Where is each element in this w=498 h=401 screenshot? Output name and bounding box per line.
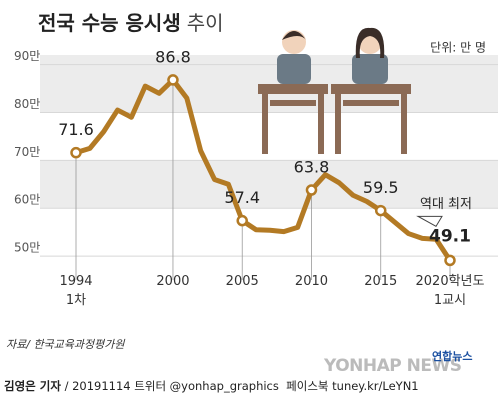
band [40, 55, 498, 65]
chart-title: 전국 수능 응시생 추이 [38, 11, 224, 35]
value-label: 57.4 [224, 188, 260, 207]
x-tick-label: 1994 1차 [59, 274, 93, 308]
byline: 김영은 기자 [4, 379, 61, 393]
band [40, 160, 498, 209]
value-label: 63.8 [294, 158, 330, 177]
y-tick-label: 70만 [14, 145, 40, 159]
point [374, 204, 387, 217]
y-tick-label: 80만 [14, 97, 40, 111]
source: 자료/ 한국교육과정평가원 [6, 338, 125, 351]
x-tick-label: 2010 [294, 274, 329, 289]
unit: 단위: 만 명 [430, 41, 486, 55]
value-label: 71.6 [58, 120, 94, 139]
title-suffix: 추이 [187, 11, 224, 35]
x-tick-label: 2020학년도 1교시 [415, 274, 485, 308]
value-label: 59.5 [363, 178, 399, 197]
title-main: 전국 수능 응시생 [38, 11, 181, 35]
annotation-pointer [416, 215, 443, 228]
x-tick-label: 2005 [225, 274, 259, 289]
line [75, 77, 453, 262]
x-tick-label: 2015 [364, 274, 398, 289]
value-label: 49.1 [429, 226, 471, 246]
point [236, 214, 248, 227]
logo-kr: 연합뉴스 [432, 350, 473, 363]
y-tick-label: 50만 [14, 241, 40, 255]
y-tick-label: 90만 [14, 49, 40, 63]
illustration [258, 27, 411, 154]
y-tick-label: 60만 [14, 193, 40, 207]
bands [40, 55, 498, 257]
logo: YONHAP NEWS [324, 356, 462, 376]
point [70, 146, 82, 159]
point [167, 74, 179, 86]
x-tick-label: 2000 [156, 274, 190, 289]
footer-line: 김영은 기자 / 20191114 트위터 @yonhap_graphics 페… [4, 378, 419, 394]
value-label: 86.8 [155, 47, 191, 66]
annotation: 역대 최저 [420, 197, 472, 212]
footer: / 20191114 트위터 @yonhap_graphics 페이스북 tun… [64, 379, 419, 393]
point [305, 184, 318, 196]
point [444, 254, 456, 267]
